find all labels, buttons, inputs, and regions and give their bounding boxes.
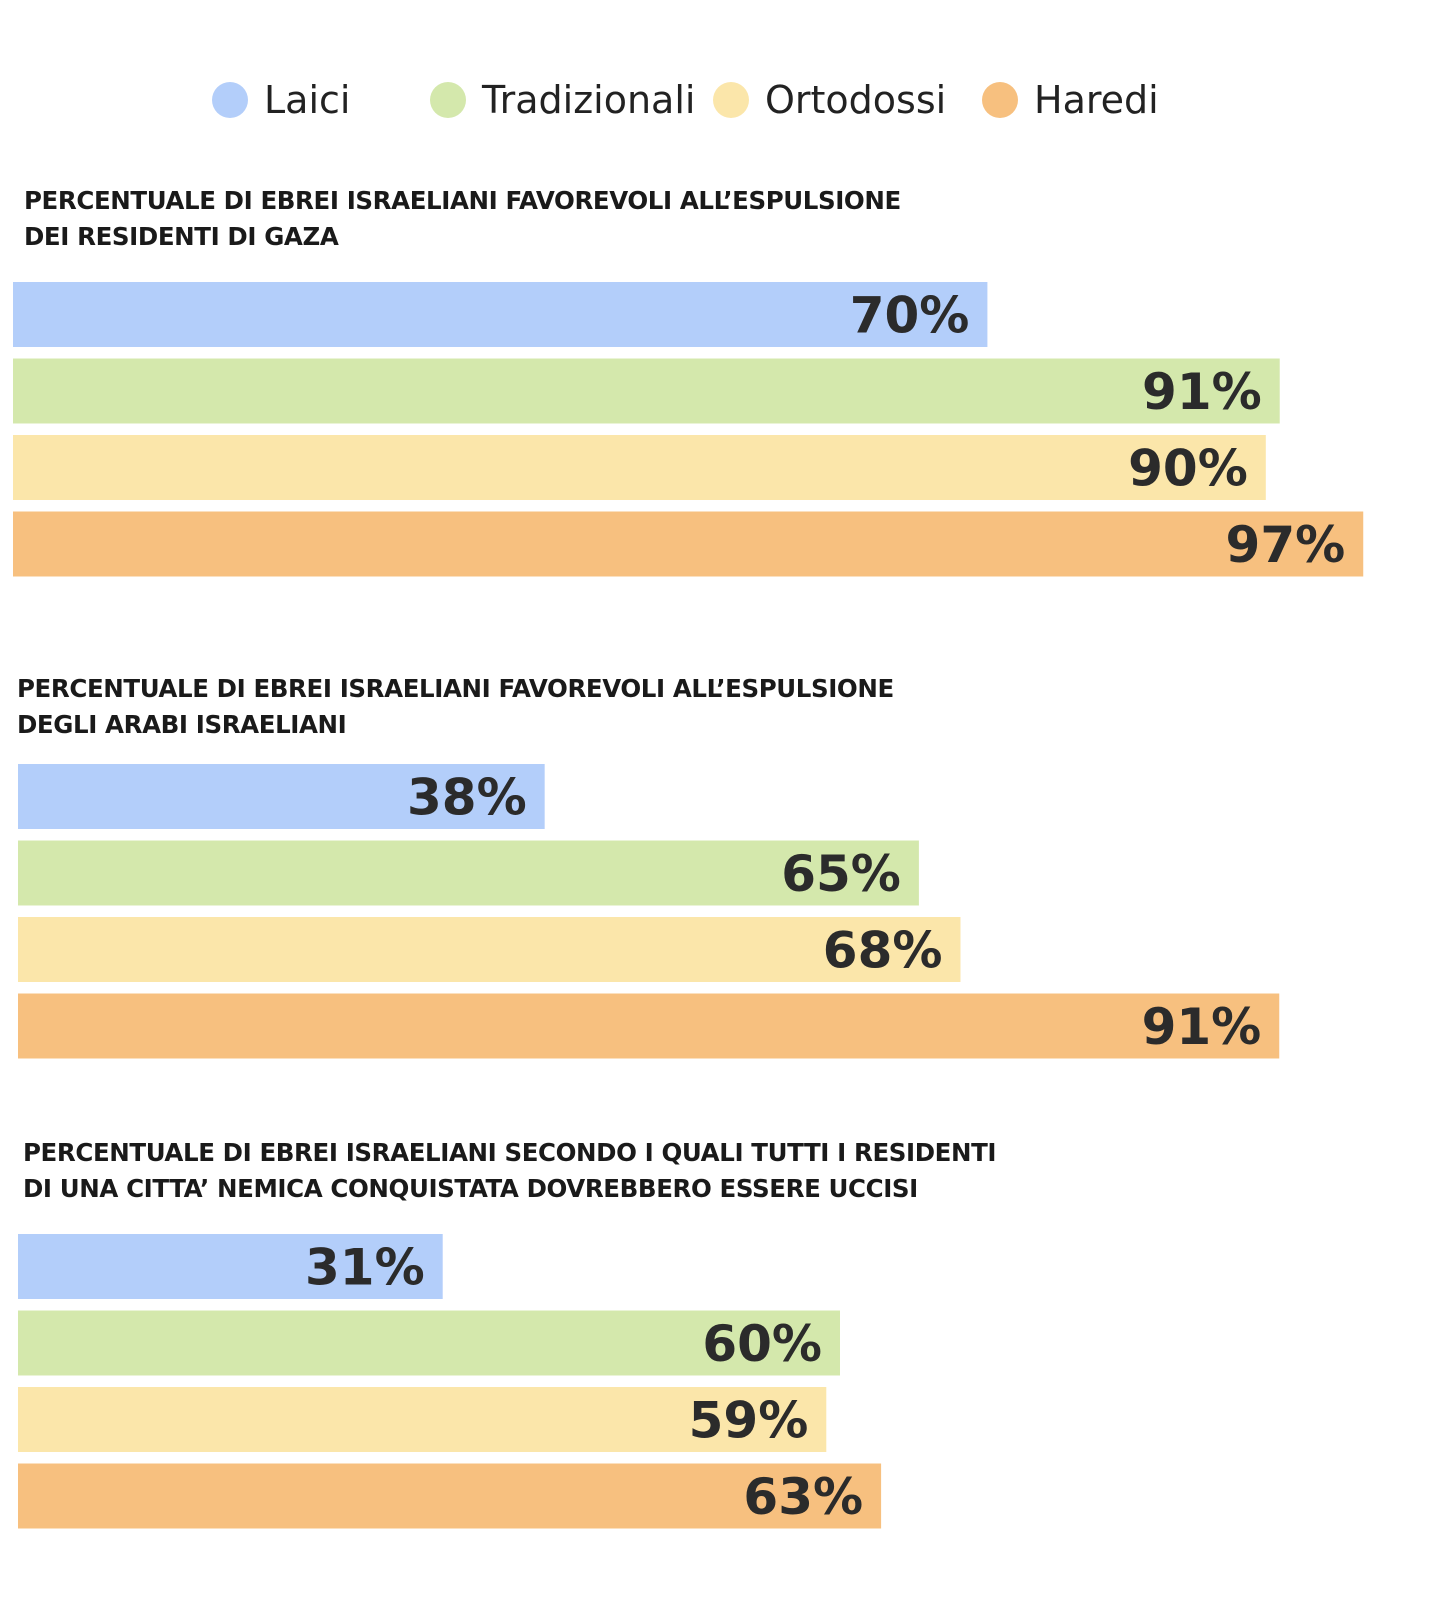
chart-title-arabi: PERCENTUALE DI EBREI ISRAELIANI FAVOREVO…: [17, 671, 894, 743]
bar-label-arabi-tradizionali: 65%: [781, 845, 901, 903]
bar-chart-arabi: 38% 65% 68% 91%: [18, 764, 1280, 1059]
bar-label-citta-tradizionali: 60%: [702, 1315, 822, 1373]
bar-gaza-ortodossi: [13, 435, 1266, 500]
bar-chart-gaza: 70% 91% 90% 97%: [13, 282, 1364, 577]
chart-title-arabi-line-2: DEGLI ARABI ISRAELIANI: [17, 710, 347, 739]
bar-label-citta-laici: 31%: [305, 1239, 425, 1297]
bar-chart-citta: 31% 60% 59% 63%: [18, 1234, 882, 1529]
bar-gaza-tradizionali: [13, 358, 1280, 424]
bar-arabi-haredi: [18, 993, 1280, 1059]
legend-item-laici: Laici: [212, 70, 350, 130]
bar-gaza-laici: [13, 282, 988, 347]
bar-citta-ortodossi: [18, 1387, 827, 1452]
chart-title-citta-line-2: DI UNA CITTA’ NEMICA CONQUISTATA DOVREBB…: [23, 1174, 918, 1203]
bar-label-gaza-ortodossi: 90%: [1128, 440, 1248, 498]
chart-title-arabi-line-1: PERCENTUALE DI EBREI ISRAELIANI FAVOREVO…: [17, 674, 894, 703]
legend-item-ortodossi: Ortodossi: [713, 70, 946, 130]
bar-label-citta-haredi: 63%: [743, 1468, 863, 1526]
chart-title-gaza-line-2: DEI RESIDENTI DI GAZA: [24, 222, 339, 251]
chart-title-citta-line-1: PERCENTUALE DI EBREI ISRAELIANI SECONDO …: [23, 1138, 997, 1167]
bar-arabi-tradizionali: [18, 840, 919, 906]
bar-citta-tradizionali: [18, 1310, 840, 1376]
bar-label-arabi-haredi: 91%: [1142, 998, 1262, 1056]
bar-label-arabi-laici: 38%: [407, 769, 527, 827]
chart-title-gaza-line-1: PERCENTUALE DI EBREI ISRAELIANI FAVOREVO…: [24, 186, 901, 215]
bar-citta-laici: [18, 1234, 443, 1299]
bar-label-arabi-ortodossi: 68%: [823, 922, 943, 980]
chart-title-citta: PERCENTUALE DI EBREI ISRAELIANI SECONDO …: [23, 1135, 997, 1207]
bar-label-gaza-haredi: 97%: [1226, 516, 1346, 574]
bar-label-citta-ortodossi: 59%: [689, 1392, 809, 1450]
bar-label-gaza-laici: 70%: [850, 287, 970, 345]
legend-label-tradizionali: Tradizionali: [482, 78, 696, 122]
bar-arabi-laici: [18, 764, 545, 829]
legend-swatch-ortodossi: [713, 82, 749, 118]
bar-arabi-ortodossi: [18, 917, 961, 982]
legend-swatch-haredi: [982, 82, 1018, 118]
chart-title-gaza: PERCENTUALE DI EBREI ISRAELIANI FAVOREVO…: [24, 183, 901, 255]
legend-swatch-tradizionali: [430, 82, 466, 118]
legend: Laici Tradizionali Ortodossi Haredi: [0, 60, 1429, 140]
legend-swatch-laici: [212, 82, 248, 118]
legend-label-ortodossi: Ortodossi: [765, 78, 947, 122]
legend-label-laici: Laici: [264, 78, 351, 122]
legend-label-haredi: Haredi: [1034, 78, 1159, 122]
bar-citta-haredi: [18, 1463, 882, 1529]
legend-item-tradizionali: Tradizionali: [430, 70, 695, 130]
legend-item-haredi: Haredi: [982, 70, 1159, 130]
bar-gaza-haredi: [13, 511, 1364, 577]
bar-label-gaza-tradizionali: 91%: [1142, 363, 1262, 421]
